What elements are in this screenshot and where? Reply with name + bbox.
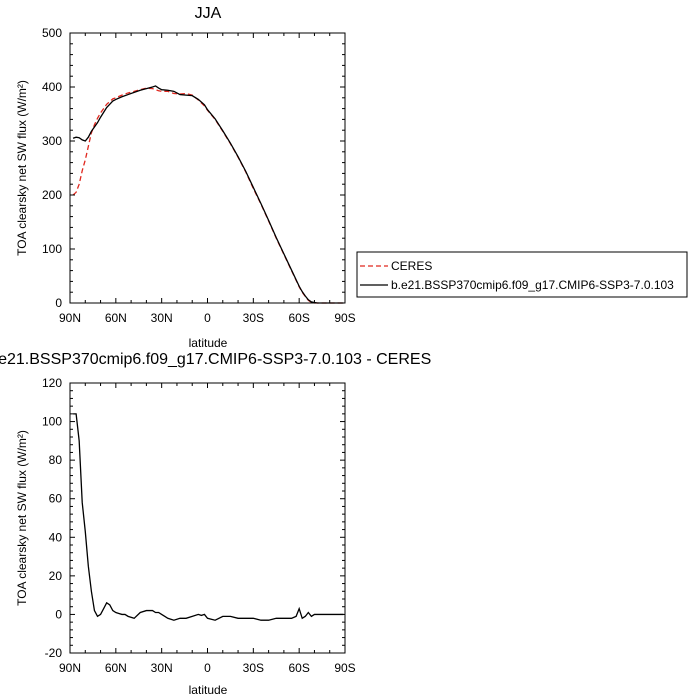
top-y-axis-title: TOA clearsky net SW flux (W/m²) (15, 80, 29, 256)
x-tick-label: 30S (243, 311, 264, 325)
y-tick-label: 100 (42, 415, 62, 429)
bottom-panel-title: b.e21.BSSP370cmip6.f09_g17.CMIP6-SSP3-7.… (0, 351, 431, 368)
series-line-1-0 (73, 413, 344, 621)
x-tick-label: 60S (288, 311, 309, 325)
y-tick-label: 40 (49, 530, 63, 544)
y-tick-label: -20 (45, 646, 63, 660)
bottom-panel: b.e21.BSSP370cmip6.f09_g17.CMIP6-SSP3-7.… (0, 351, 431, 697)
x-tick-label: 30N (151, 661, 173, 675)
bottom-x-axis-title: latitude (189, 683, 228, 697)
x-tick-label: 90S (334, 311, 355, 325)
x-tick-label: 60S (288, 661, 309, 675)
legend-label-model: b.e21.BSSP370cmip6.f09_g17.CMIP6-SSP3-7.… (391, 278, 674, 292)
y-tick-label: 100 (42, 242, 62, 256)
top-x-axis-title: latitude (189, 336, 228, 350)
y-tick-label: 400 (42, 80, 62, 94)
legend-label-ceres: CERES (391, 259, 432, 273)
y-tick-label: 500 (42, 26, 62, 40)
y-tick-label: 0 (55, 296, 62, 310)
top-panel-title: JJA (195, 5, 222, 22)
x-tick-label: 60N (105, 311, 127, 325)
bottom-y-axis-title: TOA clearsky net SW flux (W/m²) (15, 430, 29, 606)
x-tick-label: 0 (204, 661, 211, 675)
y-tick-label: 300 (42, 134, 62, 148)
y-tick-label: 200 (42, 188, 62, 202)
bottom-y-axis-title-text: TOA clearsky net SW flux (W/m²) (15, 430, 29, 606)
x-tick-label: 30N (151, 311, 173, 325)
series-line-0-0 (72, 87, 344, 304)
y-tick-label: 60 (49, 492, 63, 506)
x-tick-label: 0 (204, 311, 211, 325)
x-tick-label: 60N (105, 661, 127, 675)
y-tick-label: 120 (42, 376, 62, 390)
top-y-axis-title-text: TOA clearsky net SW flux (W/m²) (15, 80, 29, 256)
bottom-plot-area: 90N 60N 30N 0 30S 60S 90S -20 0 20 40 60 80 100 120 (42, 376, 356, 675)
x-tick-label: 90N (59, 661, 81, 675)
plot-frame-0 (69, 32, 346, 304)
series-line-0-1 (72, 85, 344, 304)
x-tick-label: 90N (59, 311, 81, 325)
x-tick-label: 90S (334, 661, 355, 675)
top-panel: JJA 90N 60N 30N 0 30S 60S 90S0100200300400500 … (15, 5, 356, 350)
legend: CERES b.e21.BSSP370cmip6.f09_g17.CMIP6-S… (356, 251, 688, 298)
y-tick-label: 80 (49, 453, 63, 467)
y-tick-label: 20 (49, 569, 63, 583)
top-plot-area: 90N 60N 30N 0 30S 60S 90S 0 100 200 300 400 500 (42, 26, 356, 325)
y-tick-label: 0 (55, 607, 62, 621)
plot-frame-1 (69, 382, 346, 654)
x-tick-label: 30S (243, 661, 264, 675)
legend-box (356, 251, 688, 298)
